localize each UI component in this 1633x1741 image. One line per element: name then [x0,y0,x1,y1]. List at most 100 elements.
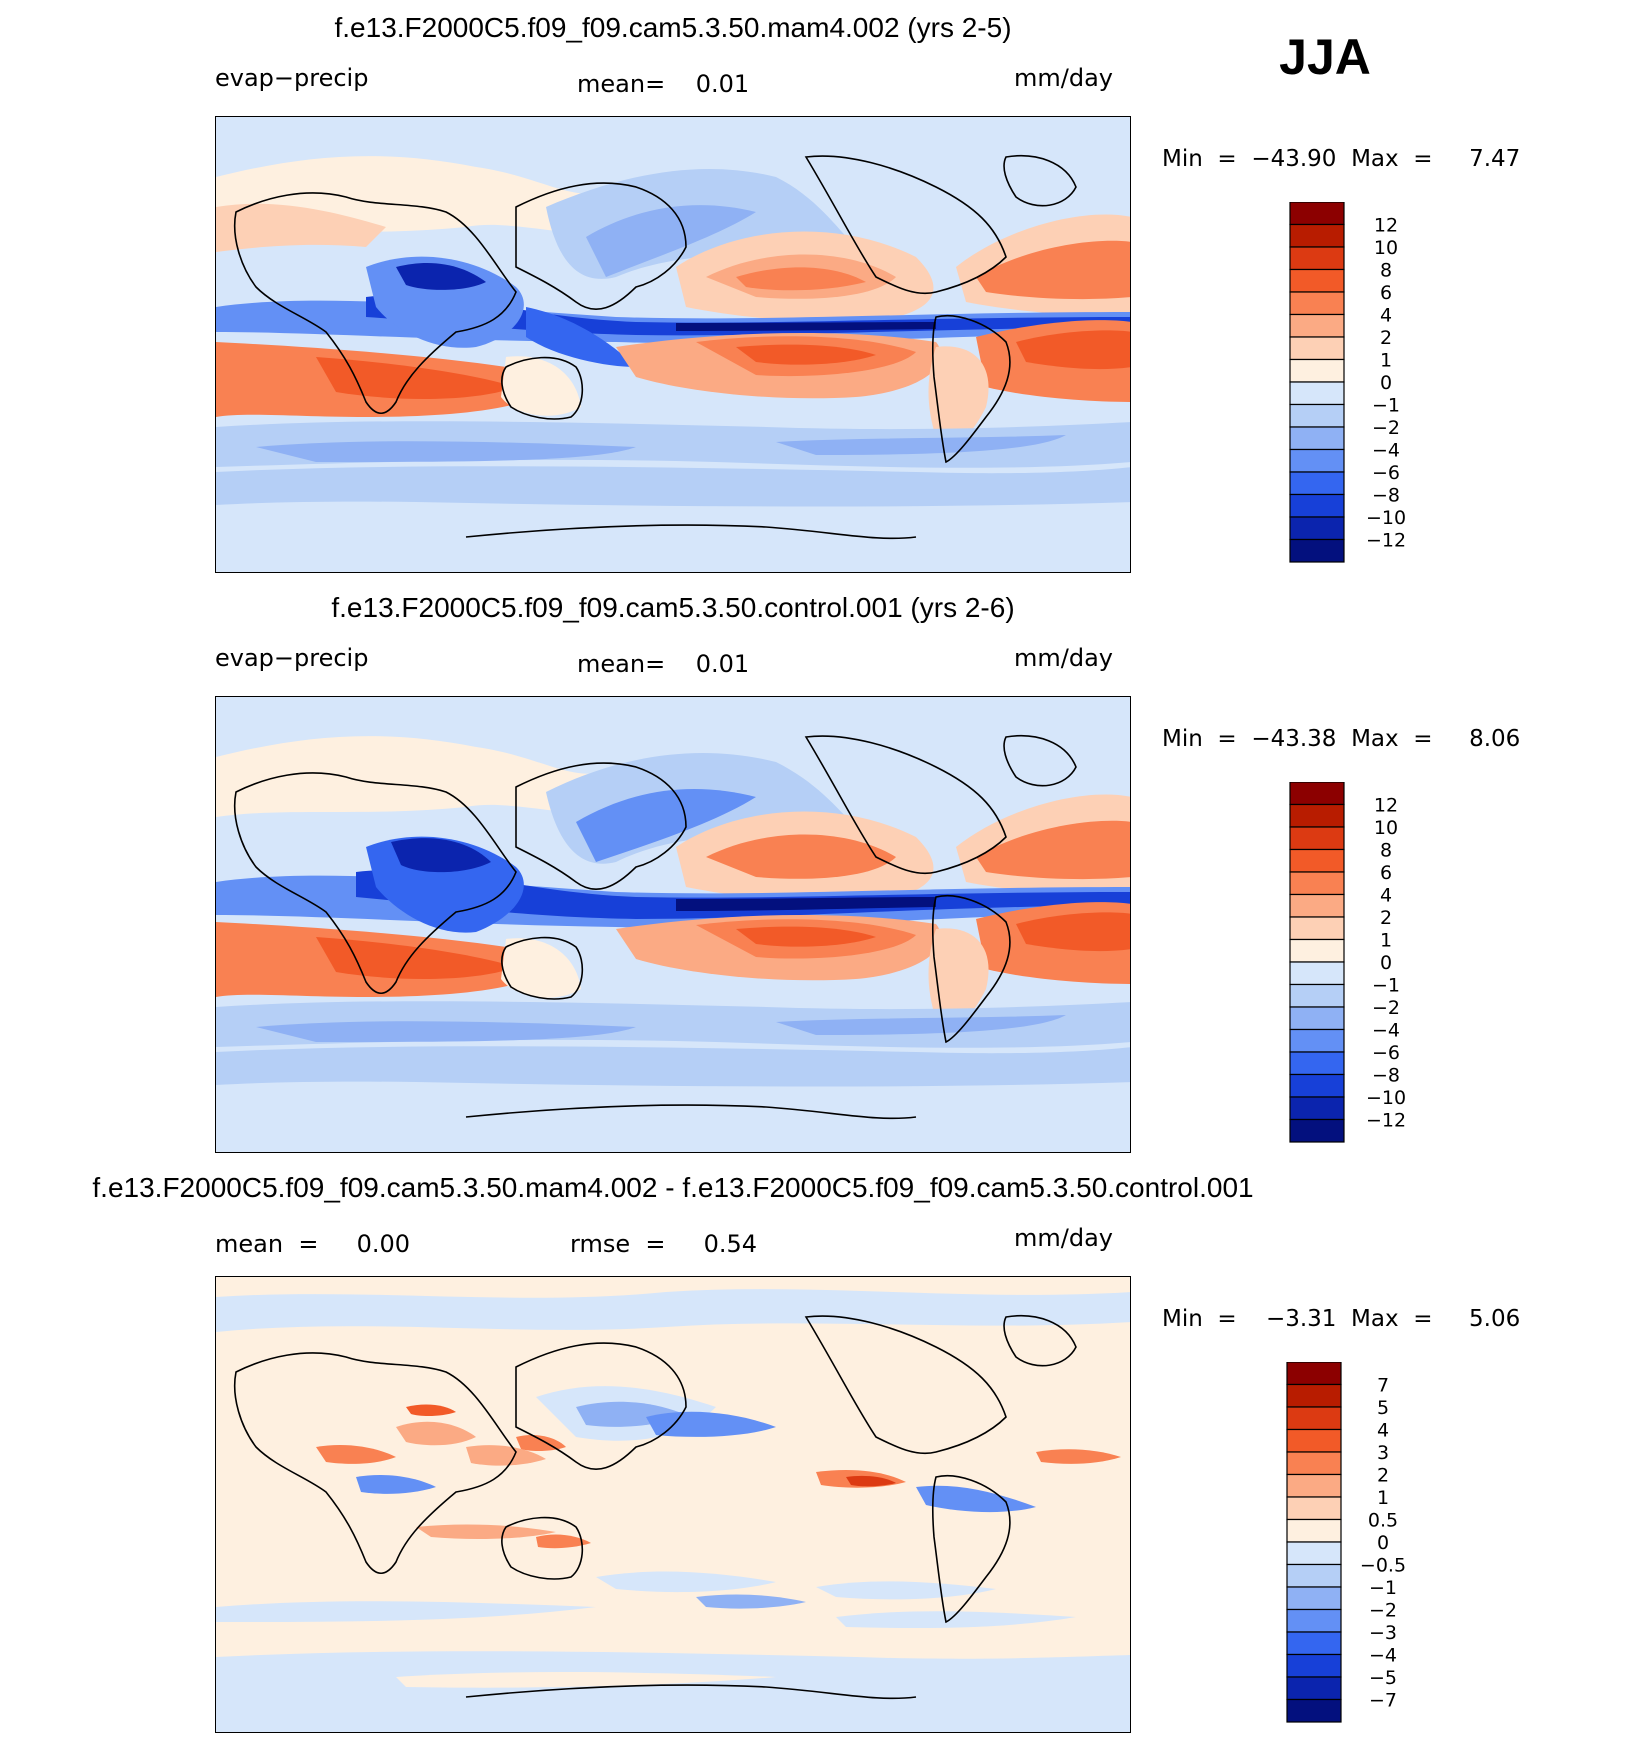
colorbar-swatch [1289,1006,1345,1031]
colorbar-tick-label: 1 [1380,930,1392,952]
colorbar-swatch [1289,313,1345,338]
colorbar-swatch [1289,983,1345,1008]
colorbar-tick-label: 8 [1380,260,1392,282]
colorbar-swatch [1286,1496,1342,1521]
colorbar-swatch [1289,893,1345,918]
colorbar-swatch [1286,1473,1342,1498]
colorbar-tick-label: 10 [1374,237,1398,259]
panel-3-mean-label: mean = 0.00 [215,1230,411,1258]
panel-2-title: f.e13.F2000C5.f09_f09.cam5.3.50.control.… [331,592,1015,623]
panel-3-minmax: Min = −3.31 Max = 5.06 [1162,1306,1521,1332]
colorbar-tick-label: −10 [1366,507,1406,529]
colorbar-swatch [1289,246,1345,271]
colorbar-tick-label: 0.5 [1368,1510,1398,1532]
colorbar-swatch [1289,848,1345,873]
panel-3-title: f.e13.F2000C5.f09_f09.cam5.3.50.mam4.002… [92,1172,1254,1203]
colorbar-swatch [1286,1451,1342,1476]
colorbar-swatch [1289,516,1345,541]
colorbar-tick-label: −0.5 [1360,1555,1406,1577]
panel-3-map [215,1276,1131,1733]
colorbar-swatch [1289,223,1345,248]
panel-3-contour-field [216,1277,1130,1732]
colorbar-tick-label: −2 [1369,1600,1397,1622]
colorbar-tick-label: 0 [1380,372,1392,394]
colorbar-swatch [1289,1118,1345,1143]
panel-2-units: mm/day [1014,644,1113,672]
colorbar-tick-label: −1 [1372,395,1400,417]
colorbar-swatch [1286,1541,1342,1566]
colorbar-tick-label: 6 [1380,282,1392,304]
colorbar-tick-label: −4 [1369,1645,1397,1667]
panel-1-title: f.e13.F2000C5.f09_f09.cam5.3.50.mam4.002… [334,12,1012,43]
season-label: JJA [1279,29,1371,85]
colorbar-tick-label: 0 [1380,952,1392,974]
colorbar-tick-label: 3 [1377,1442,1389,1464]
panel-3-units: mm/day [1014,1224,1113,1252]
colorbar-swatch [1289,538,1345,563]
colorbar-tick-label: 4 [1377,1420,1389,1442]
colorbar-tick-label: 12 [1374,795,1398,817]
colorbar-tick-label: −6 [1372,462,1400,484]
colorbar-tick-label: 5 [1377,1397,1389,1419]
colorbar-tick-label: 0 [1377,1532,1389,1554]
panel-3-rmse-label: rmse = 0.54 [570,1230,758,1258]
colorbar-swatch [1289,336,1345,361]
colorbar-tick-label: 10 [1374,817,1398,839]
colorbar-tick-label: −2 [1372,997,1400,1019]
colorbar-tick-label: −4 [1372,440,1400,462]
colorbar-swatch [1289,471,1345,496]
panel-2-contour-field [216,697,1130,1152]
colorbar-tick-label: 2 [1380,327,1392,349]
colorbar-tick-label: 8 [1380,840,1392,862]
colorbar-swatch [1289,291,1345,316]
panel-1-mean-label: mean= 0.01 [577,70,750,98]
colorbar-swatch [1289,1028,1345,1053]
panel-1-units: mm/day [1014,64,1113,92]
colorbar-tick-label: 2 [1380,907,1392,929]
colorbar-tick-label: 2 [1377,1465,1389,1487]
colorbar-swatch [1289,426,1345,451]
colorbar-tick-label: 6 [1380,862,1392,884]
colorbar-swatch [1289,803,1345,828]
colorbar-swatch [1289,826,1345,851]
colorbar-swatch [1286,1383,1342,1408]
colorbar-swatch [1289,448,1345,473]
colorbar-swatch [1286,1676,1342,1701]
colorbar-tick-label: −4 [1372,1020,1400,1042]
colorbar-swatch [1286,1698,1342,1723]
colorbar-tick-label: −1 [1369,1577,1397,1599]
colorbar-tick-label: −7 [1369,1690,1397,1712]
panel-1-minmax: Min = −43.90 Max = 7.47 [1162,146,1521,172]
colorbar-tick-label: −12 [1366,1110,1406,1132]
colorbar-swatch [1289,938,1345,963]
panel-1-left-label: evap−precip [215,64,369,92]
panel-2-minmax: Min = −43.38 Max = 8.06 [1162,726,1521,752]
panel-1-map [215,116,1131,573]
colorbar-swatch [1289,1096,1345,1121]
colorbar-swatch [1286,1518,1342,1543]
panel-1-contour-field [216,117,1130,572]
colorbar-tick-label: −10 [1366,1087,1406,1109]
colorbar-swatch [1286,1608,1342,1633]
colorbar-swatch [1289,493,1345,518]
colorbar-tick-label: 1 [1377,1487,1389,1509]
colorbar-swatch [1289,961,1345,986]
colorbar-swatch [1289,1051,1345,1076]
colorbar-swatch [1289,358,1345,383]
colorbar-tick-label: −6 [1372,1042,1400,1064]
colorbar-tick-label: 1 [1380,350,1392,372]
panel-2-mean-label: mean= 0.01 [577,650,750,678]
colorbar-tick-label: −2 [1372,417,1400,439]
colorbar-tick-label: −12 [1366,530,1406,552]
colorbar-swatch [1286,1428,1342,1453]
colorbar-swatch [1289,381,1345,406]
colorbar-swatch [1289,782,1345,806]
colorbar-swatch [1289,1073,1345,1098]
colorbar-tick-label: −5 [1369,1667,1397,1689]
colorbar-swatch [1286,1586,1342,1611]
panel-2-left-label: evap−precip [215,644,369,672]
colorbar-swatch [1286,1653,1342,1678]
